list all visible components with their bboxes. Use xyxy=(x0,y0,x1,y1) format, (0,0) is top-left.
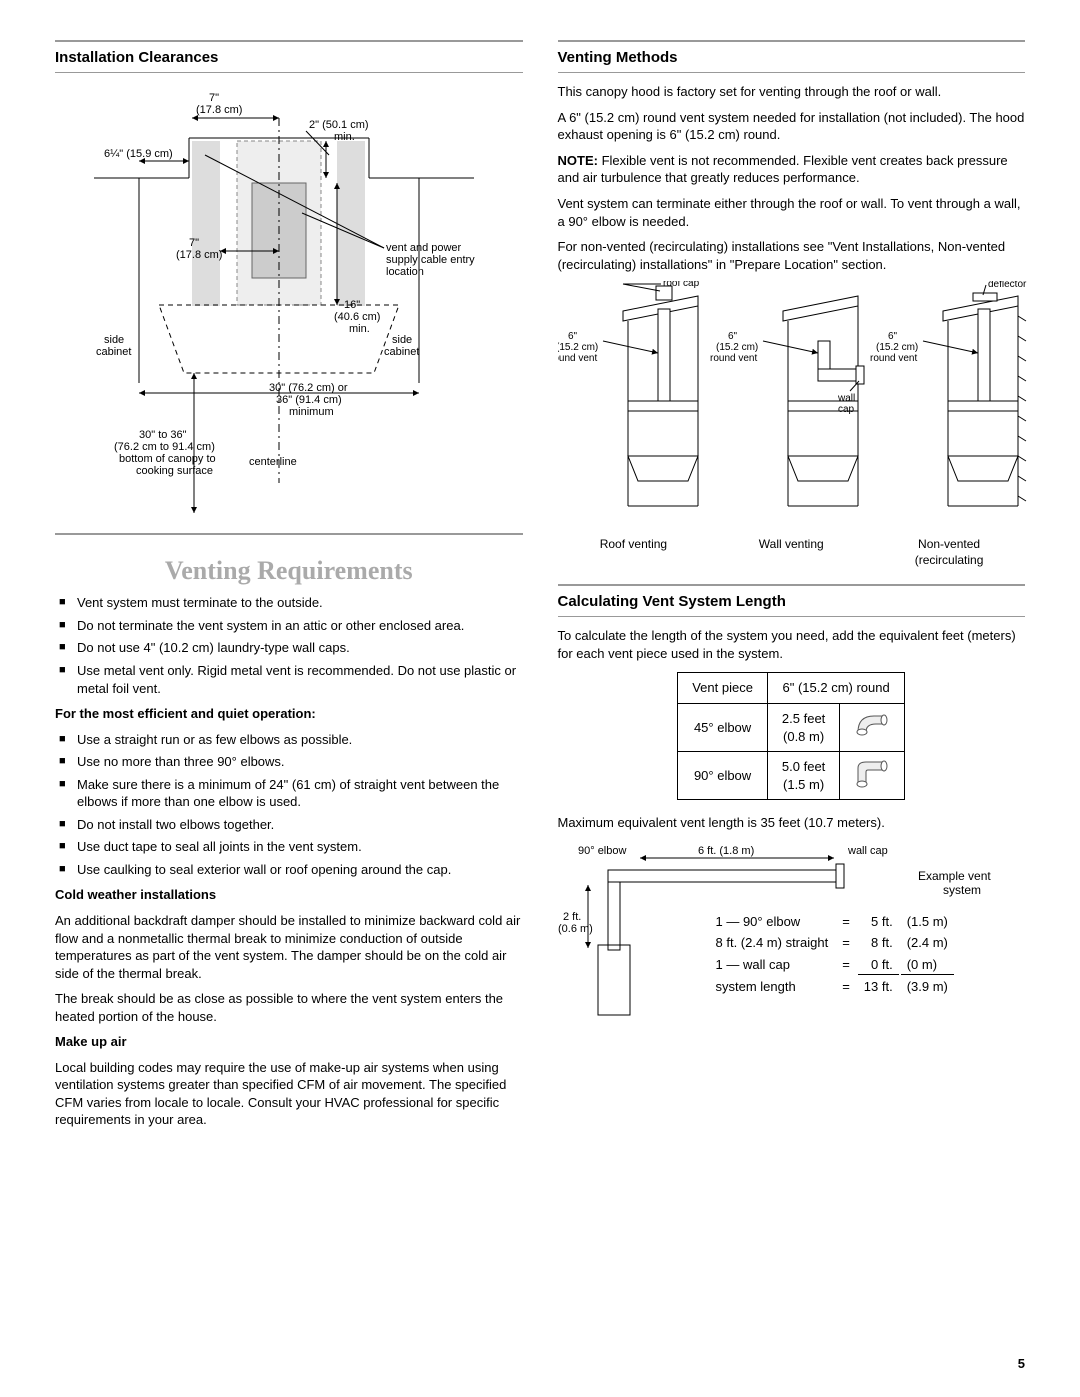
table-header: 6" (15.2 cm) round xyxy=(767,673,904,704)
venting-methods-diagram: roof cap 6" (15.2 cm) round vent xyxy=(558,281,1026,568)
cold-weather-heading: Cold weather installations xyxy=(55,886,523,904)
svg-text:wall: wall xyxy=(837,393,855,404)
svg-text:supply cable entry: supply cable entry xyxy=(386,254,475,266)
svg-text:90° elbow: 90° elbow xyxy=(578,845,626,857)
max-length-p: Maximum equivalent vent length is 35 fee… xyxy=(558,814,1026,832)
svg-text:centerline: centerline xyxy=(249,456,297,468)
page-number: 5 xyxy=(1018,1355,1025,1373)
svg-text:cap: cap xyxy=(838,404,855,415)
roof-venting-label: Roof venting xyxy=(558,536,710,568)
svg-text:deflector: deflector xyxy=(988,281,1027,290)
calc-p1: To calculate the length of the system yo… xyxy=(558,627,1026,662)
svg-text:(17.8 cm): (17.8 cm) xyxy=(176,249,222,261)
list-item: Do not install two elbows together. xyxy=(55,816,523,834)
table-header: Vent piece xyxy=(678,673,768,704)
list-item: Make sure there is a minimum of 24" (61 … xyxy=(55,776,523,811)
table-cell: 2.5 feet(0.8 m) xyxy=(767,703,839,751)
svg-text:16": 16" xyxy=(344,299,360,311)
efficient-operation-subhead: For the most efficient and quiet operati… xyxy=(55,705,523,723)
svg-text:round vent: round vent xyxy=(710,353,757,364)
list-item: Use caulking to seal exterior wall or ro… xyxy=(55,861,523,879)
svg-text:round vent: round vent xyxy=(870,353,917,364)
vm-p1: This canopy hood is factory set for vent… xyxy=(558,83,1026,101)
venting-methods-heading: Venting Methods xyxy=(558,48,1026,68)
example-vent-diagram: 6 ft. (1.8 m) 90° elbow wall cap 2 ft. (… xyxy=(558,840,1026,1040)
svg-text:min.: min. xyxy=(334,131,355,143)
svg-text:6": 6" xyxy=(888,331,898,342)
installation-clearances-heading: Installation Clearances xyxy=(55,48,523,68)
svg-text:(15.2 cm): (15.2 cm) xyxy=(716,342,758,353)
vm-p2: A 6" (15.2 cm) round vent system needed … xyxy=(558,109,1026,144)
svg-text:2 ft.: 2 ft. xyxy=(563,911,581,923)
calc-vent-length-heading: Calculating Vent System Length xyxy=(558,592,1026,612)
elbow-icon xyxy=(840,703,905,751)
svg-text:cabinet: cabinet xyxy=(384,346,419,358)
table-cell: 45° elbow xyxy=(678,703,768,751)
list-item: Vent system must terminate to the outsid… xyxy=(55,594,523,612)
svg-text:(40.6 cm): (40.6 cm) xyxy=(334,311,380,323)
svg-text:minimum: minimum xyxy=(289,406,334,418)
list-item: Do not terminate the vent system in an a… xyxy=(55,617,523,635)
vent-piece-table: Vent piece 6" (15.2 cm) round 45° elbow … xyxy=(677,672,905,800)
svg-text:2" (50.1 cm): 2" (50.1 cm) xyxy=(309,119,369,131)
venting-requirements-list-1: Vent system must terminate to the outsid… xyxy=(55,594,523,697)
svg-text:(15.2 cm): (15.2 cm) xyxy=(876,342,918,353)
svg-text:(15.2 cm): (15.2 cm) xyxy=(558,342,598,353)
svg-text:cabinet: cabinet xyxy=(96,346,131,358)
svg-text:cooking surface: cooking surface xyxy=(136,465,213,477)
list-item: Use no more than three 90° elbows. xyxy=(55,753,523,771)
svg-text:30" to 36": 30" to 36" xyxy=(139,429,187,441)
svg-text:30" (76.2 cm) or: 30" (76.2 cm) or xyxy=(269,382,348,394)
example-calc-table: 1 — 90° elbow=5 ft.(1.5 m) 8 ft. (2.4 m)… xyxy=(708,910,956,999)
svg-text:side: side xyxy=(104,334,124,346)
svg-text:Example vent: Example vent xyxy=(918,869,991,883)
makeup-air-p: Local building codes may require the use… xyxy=(55,1059,523,1129)
non-vented-label: Non-vented (recirculating xyxy=(873,536,1025,568)
svg-text:7": 7" xyxy=(209,92,219,104)
svg-text:bottom of canopy to: bottom of canopy to xyxy=(119,453,216,465)
svg-text:6¼" (15.9 cm): 6¼" (15.9 cm) xyxy=(104,148,173,160)
venting-requirements-list-2: Use a straight run or as few elbows as p… xyxy=(55,731,523,879)
table-cell: 90° elbow xyxy=(678,752,768,800)
list-item: Do not use 4" (10.2 cm) laundry-type wal… xyxy=(55,639,523,657)
svg-text:7": 7" xyxy=(189,237,199,249)
makeup-air-heading: Make up air xyxy=(55,1033,523,1051)
list-item: Use duct tape to seal all joints in the … xyxy=(55,838,523,856)
svg-text:(76.2 cm to 91.4 cm): (76.2 cm to 91.4 cm) xyxy=(114,441,215,453)
svg-text:(17.8 cm): (17.8 cm) xyxy=(196,104,242,116)
svg-text:wall cap: wall cap xyxy=(847,845,888,857)
svg-text:roof cap: roof cap xyxy=(663,281,700,289)
venting-requirements-heading: Venting Requirements xyxy=(55,553,523,588)
wall-venting-label: Wall venting xyxy=(715,536,867,568)
svg-text:(0.6 m): (0.6 m) xyxy=(558,923,593,935)
elbow-icon xyxy=(840,752,905,800)
vm-p3: Vent system can terminate either through… xyxy=(558,195,1026,230)
cold-weather-p2: The break should be as close as possible… xyxy=(55,990,523,1025)
svg-text:6": 6" xyxy=(568,331,578,342)
svg-text:36" (91.4 cm): 36" (91.4 cm) xyxy=(276,394,342,406)
svg-text:min.: min. xyxy=(349,323,370,335)
list-item: Use a straight run or as few elbows as p… xyxy=(55,731,523,749)
vm-p4: For non-vented (recirculating) installat… xyxy=(558,238,1026,273)
svg-text:location: location xyxy=(386,266,424,278)
vm-note: NOTE: Flexible vent is not recommended. … xyxy=(558,152,1026,187)
svg-text:6": 6" xyxy=(728,331,738,342)
svg-text:system: system xyxy=(943,883,981,897)
svg-text:vent and power: vent and power xyxy=(386,242,462,254)
table-cell: 5.0 feet(1.5 m) xyxy=(767,752,839,800)
list-item: Use metal vent only. Rigid metal vent is… xyxy=(55,662,523,697)
installation-clearances-diagram: 7" (17.8 cm) 2" (50.1 cm) min. 6¼" (15.9… xyxy=(55,83,523,523)
svg-text:round vent: round vent xyxy=(558,353,597,364)
svg-text:side: side xyxy=(392,334,412,346)
cold-weather-p1: An additional backdraft damper should be… xyxy=(55,912,523,982)
svg-text:6 ft. (1.8 m): 6 ft. (1.8 m) xyxy=(698,845,754,857)
